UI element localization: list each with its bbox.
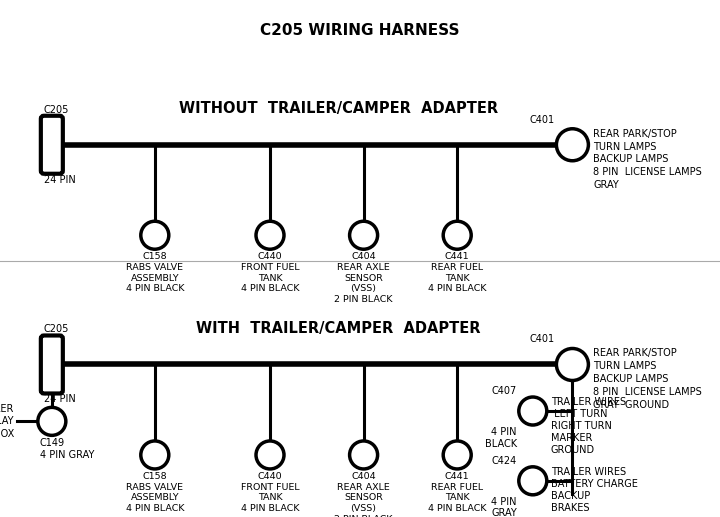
Text: WITHOUT  TRAILER/CAMPER  ADAPTER: WITHOUT TRAILER/CAMPER ADAPTER (179, 101, 498, 116)
Circle shape (256, 441, 284, 469)
Text: 4 PIN
GRAY: 4 PIN GRAY (491, 497, 517, 517)
Text: C149
4 PIN GRAY: C149 4 PIN GRAY (40, 438, 94, 460)
Text: C401: C401 (529, 334, 554, 344)
Text: C424: C424 (492, 456, 517, 466)
Text: C404
REAR AXLE
SENSOR
(VSS)
2 PIN BLACK: C404 REAR AXLE SENSOR (VSS) 2 PIN BLACK (334, 252, 393, 304)
Circle shape (38, 407, 66, 435)
Circle shape (141, 221, 168, 249)
Text: C441
REAR FUEL
TANK
4 PIN BLACK: C441 REAR FUEL TANK 4 PIN BLACK (428, 252, 487, 294)
Text: 24 PIN: 24 PIN (44, 394, 76, 404)
Circle shape (557, 129, 588, 161)
Circle shape (519, 397, 546, 425)
Text: C158
RABS VALVE
ASSEMBLY
4 PIN BLACK: C158 RABS VALVE ASSEMBLY 4 PIN BLACK (125, 252, 184, 294)
Circle shape (519, 467, 546, 495)
Text: TRAILER
RELAY
BOX: TRAILER RELAY BOX (0, 404, 14, 439)
FancyBboxPatch shape (41, 116, 63, 174)
Text: 4 PIN
BLACK: 4 PIN BLACK (485, 427, 517, 449)
Text: C205 WIRING HARNESS: C205 WIRING HARNESS (260, 23, 460, 38)
Text: C158
RABS VALVE
ASSEMBLY
4 PIN BLACK: C158 RABS VALVE ASSEMBLY 4 PIN BLACK (125, 472, 184, 513)
Text: C407: C407 (492, 386, 517, 396)
Text: C440
FRONT FUEL
TANK
4 PIN BLACK: C440 FRONT FUEL TANK 4 PIN BLACK (240, 472, 300, 513)
Text: 24 PIN: 24 PIN (44, 175, 76, 185)
Text: C205: C205 (44, 105, 69, 115)
Circle shape (444, 221, 471, 249)
Text: C205: C205 (44, 325, 69, 334)
Circle shape (557, 348, 588, 381)
Text: REAR PARK/STOP
TURN LAMPS
BACKUP LAMPS
8 PIN  LICENSE LAMPS
GRAY: REAR PARK/STOP TURN LAMPS BACKUP LAMPS 8… (593, 129, 702, 190)
Text: C441
REAR FUEL
TANK
4 PIN BLACK: C441 REAR FUEL TANK 4 PIN BLACK (428, 472, 487, 513)
Text: REAR PARK/STOP
TURN LAMPS
BACKUP LAMPS
8 PIN  LICENSE LAMPS
GRAY  GROUND: REAR PARK/STOP TURN LAMPS BACKUP LAMPS 8… (593, 348, 702, 409)
Circle shape (256, 221, 284, 249)
Text: TRAILER WIRES
 LEFT TURN
RIGHT TURN
MARKER
GROUND: TRAILER WIRES LEFT TURN RIGHT TURN MARKE… (551, 397, 626, 455)
Text: TRAILER WIRES
BATTERY CHARGE
BACKUP
BRAKES: TRAILER WIRES BATTERY CHARGE BACKUP BRAK… (551, 467, 638, 513)
Circle shape (444, 441, 471, 469)
Text: C440
FRONT FUEL
TANK
4 PIN BLACK: C440 FRONT FUEL TANK 4 PIN BLACK (240, 252, 300, 294)
Circle shape (350, 441, 377, 469)
FancyBboxPatch shape (41, 336, 63, 393)
Text: WITH  TRAILER/CAMPER  ADAPTER: WITH TRAILER/CAMPER ADAPTER (196, 321, 481, 336)
Circle shape (141, 441, 168, 469)
Circle shape (350, 221, 377, 249)
Text: C401: C401 (529, 115, 554, 125)
Text: C404
REAR AXLE
SENSOR
(VSS)
2 PIN BLACK: C404 REAR AXLE SENSOR (VSS) 2 PIN BLACK (334, 472, 393, 517)
